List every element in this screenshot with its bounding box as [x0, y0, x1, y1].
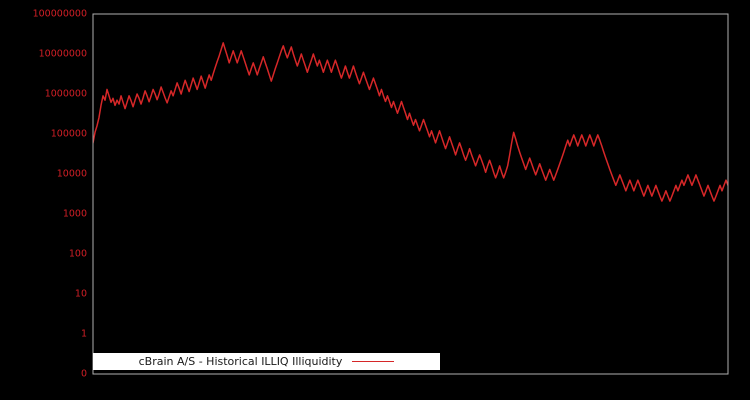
- plot-area-border: [92, 13, 729, 375]
- data-series-line: [93, 42, 728, 202]
- y-tick-label: 0: [81, 369, 87, 380]
- y-axis-tick-labels: 1000000001000000010000001000001000010001…: [33, 9, 87, 380]
- y-tick-label: 1: [81, 329, 87, 340]
- y-tick-label: 100: [69, 249, 87, 260]
- legend-line-sample: [352, 361, 395, 362]
- legend-label: cBrain A/S - Historical ILLIQ Illiquidit…: [138, 355, 343, 368]
- y-tick-label: 10: [75, 289, 87, 300]
- y-tick-label: 100000: [51, 129, 87, 140]
- y-tick-label: 10000000: [39, 49, 87, 60]
- y-tick-label: 10000: [57, 169, 87, 180]
- y-tick-label: 1000: [63, 209, 87, 220]
- y-tick-label: 100000000: [33, 9, 87, 20]
- y-tick-label: 1000000: [45, 89, 87, 100]
- chart-legend: cBrain A/S - Historical ILLIQ Illiquidit…: [93, 353, 440, 370]
